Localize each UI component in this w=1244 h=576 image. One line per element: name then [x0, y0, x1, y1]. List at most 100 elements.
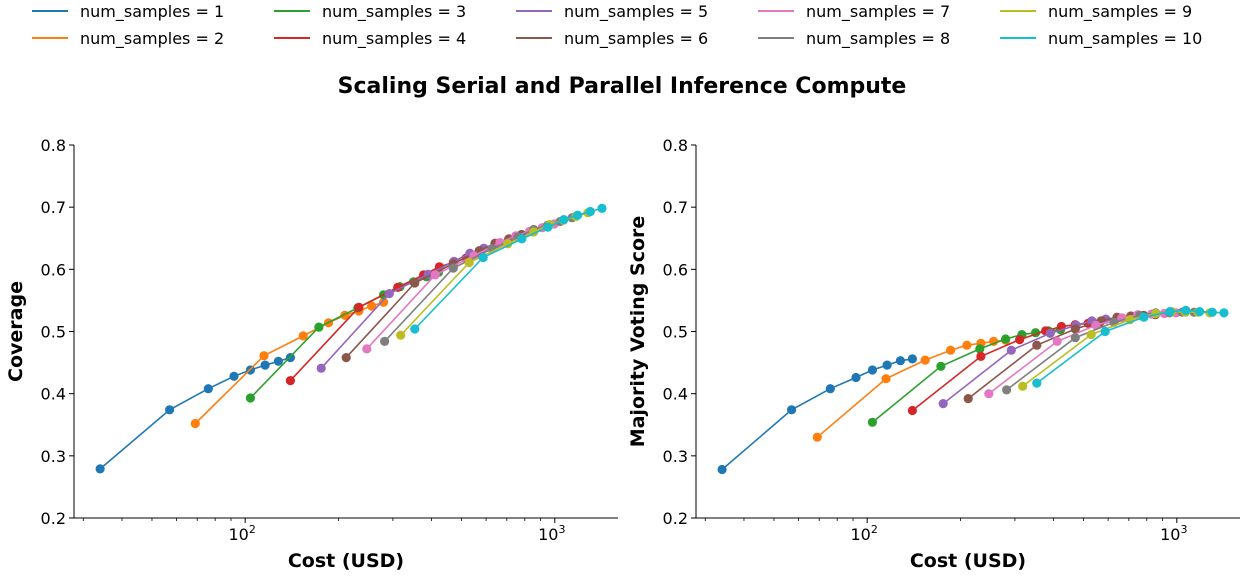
data-point: [1006, 345, 1016, 355]
legend-label: num_samples = 10: [1048, 28, 1203, 48]
legend-swatch: [32, 37, 68, 39]
y-axis-label: Coverage: [5, 281, 27, 382]
legend-swatch: [32, 10, 68, 12]
legend-label: num_samples = 9: [1048, 1, 1193, 21]
series-line: [99, 356, 291, 470]
data-point: [245, 393, 255, 403]
legend-item: num_samples = 2: [32, 27, 224, 49]
y-tick-label: 0.6: [41, 260, 66, 279]
x-axis-label: Cost (USD): [288, 550, 404, 572]
legend-label: num_samples = 1: [80, 1, 225, 21]
legend-label: num_samples = 2: [80, 28, 225, 48]
data-point: [881, 374, 891, 384]
legend-item: num_samples = 9: [1000, 0, 1192, 22]
y-tick-label: 0.3: [41, 447, 66, 466]
y-tick-label: 0.8: [663, 136, 688, 155]
legend-item: num_samples = 7: [758, 0, 950, 22]
data-point: [410, 278, 420, 288]
y-tick-label: 0.8: [41, 136, 66, 155]
data-point: [379, 297, 389, 307]
data-point: [380, 336, 390, 346]
data-point: [851, 372, 861, 383]
x-tick-label: 103: [538, 523, 565, 544]
data-point: [825, 384, 835, 394]
data-point: [597, 203, 607, 213]
legend-swatch: [758, 37, 794, 39]
data-point: [920, 355, 930, 365]
y-tick-label: 0.7: [41, 198, 66, 217]
x-tick-base: 10: [850, 525, 870, 544]
data-point: [867, 365, 878, 375]
series-3: [245, 267, 444, 403]
legend-swatch: [274, 10, 310, 12]
y-axis-label: Majority Voting Score: [627, 216, 649, 448]
data-point: [260, 360, 270, 370]
data-point: [1219, 308, 1229, 318]
legend-swatch: [516, 10, 552, 12]
x-tick-exponent: 2: [249, 523, 256, 536]
data-point: [384, 289, 394, 299]
data-point: [1181, 305, 1191, 315]
data-point: [478, 252, 488, 263]
data-point: [1032, 378, 1042, 388]
series-line: [194, 301, 384, 425]
data-point: [95, 464, 105, 474]
data-point: [938, 399, 948, 409]
data-point: [882, 360, 892, 370]
data-point: [976, 351, 986, 361]
data-point: [963, 394, 973, 404]
data-point: [410, 324, 420, 334]
legend-label: num_samples = 8: [806, 28, 951, 48]
data-point: [314, 322, 324, 332]
data-point: [895, 356, 906, 366]
data-point: [1002, 385, 1012, 395]
data-point: [203, 384, 213, 394]
x-tick-label: 102: [850, 523, 877, 544]
data-point: [1165, 307, 1175, 317]
y-tick-label: 0.5: [663, 323, 688, 342]
chart-title: Scaling Serial and Parallel Inference Co…: [337, 74, 907, 99]
legend-item: num_samples = 5: [516, 0, 708, 22]
legend-item: num_samples = 3: [274, 0, 466, 22]
x-axis-label: Cost (USD): [910, 550, 1026, 572]
data-point: [517, 234, 527, 244]
y-tick-label: 0.5: [41, 323, 66, 342]
data-point: [1195, 307, 1205, 317]
y-tick-label: 0.2: [663, 509, 688, 528]
data-point: [1086, 330, 1096, 340]
legend-item: num_samples = 4: [274, 27, 466, 49]
data-point: [190, 418, 200, 429]
y-tick-label: 0.3: [663, 447, 688, 466]
legend-swatch: [274, 37, 310, 39]
legend-swatch: [758, 10, 794, 12]
data-point: [787, 405, 797, 415]
data-point: [396, 330, 406, 340]
data-point: [907, 405, 918, 416]
data-point: [259, 351, 269, 361]
data-point: [1100, 326, 1110, 337]
data-point: [1091, 320, 1101, 330]
legend-label: num_samples = 7: [806, 1, 951, 21]
series-1: [717, 354, 918, 475]
legend-swatch: [516, 37, 552, 39]
data-point: [341, 353, 351, 363]
legend-label: num_samples = 5: [564, 1, 709, 21]
legend-label: num_samples = 6: [564, 28, 709, 48]
data-point: [946, 345, 956, 355]
series-line: [249, 271, 439, 399]
data-point: [907, 354, 918, 364]
data-point: [469, 251, 479, 261]
data-point: [464, 257, 474, 268]
y-tick-label: 0.2: [41, 509, 66, 528]
legend: num_samples = 1 num_samples = 2 num_sample…: [0, 0, 1244, 52]
legend-swatch: [1000, 37, 1036, 39]
data-point: [585, 206, 595, 217]
legend-label: num_samples = 3: [322, 1, 467, 21]
x-tick-base: 10: [538, 525, 558, 544]
data-point: [298, 331, 308, 341]
legend-swatch: [1000, 10, 1036, 12]
x-tick-label: 102: [228, 523, 255, 544]
